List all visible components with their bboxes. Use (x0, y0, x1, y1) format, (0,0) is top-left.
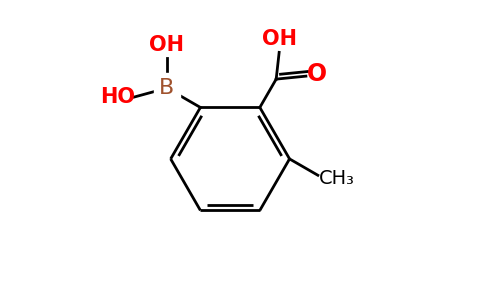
Text: CH₃: CH₃ (319, 169, 355, 188)
Text: OH: OH (262, 29, 297, 49)
Text: B: B (159, 78, 175, 98)
Text: O: O (307, 62, 327, 86)
Text: OH: OH (150, 35, 184, 55)
Text: HO: HO (100, 87, 136, 107)
